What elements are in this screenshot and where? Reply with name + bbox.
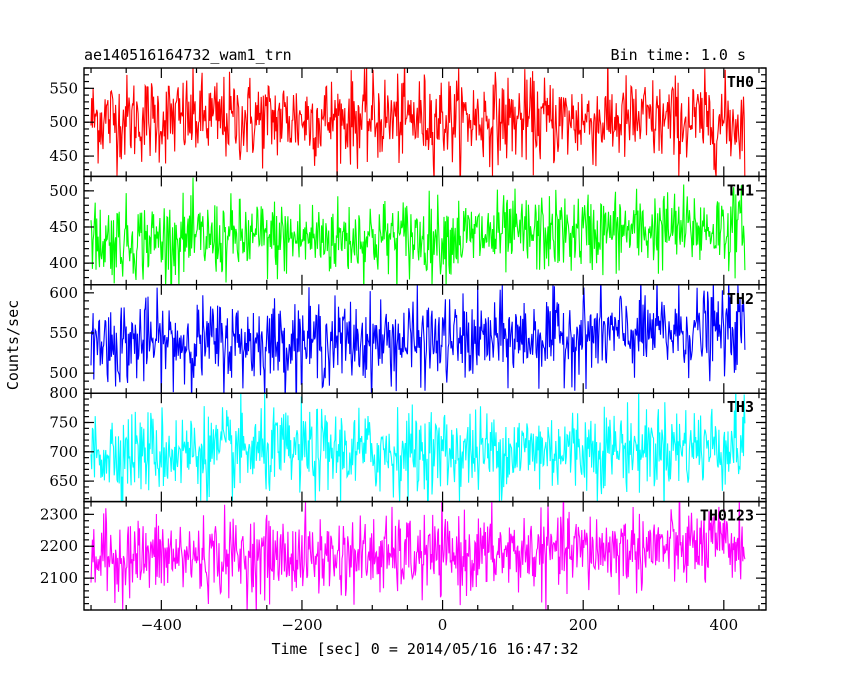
panel-label-th2: TH2 xyxy=(727,290,754,308)
x-tick-label: 0 xyxy=(438,616,448,634)
y-tick-label: 800 xyxy=(49,384,78,402)
y-tick-label: 600 xyxy=(49,284,78,302)
y-tick-label: 550 xyxy=(49,324,78,342)
panel-label-th0: TH0 xyxy=(727,73,754,91)
panel-label-th0123: TH0123 xyxy=(700,507,754,525)
y-tick-label: 650 xyxy=(49,472,78,490)
y-tick-label: 450 xyxy=(49,218,78,236)
bin-time-label: Bin time: 1.0 s xyxy=(611,46,746,64)
panel-frame-th0123 xyxy=(83,500,767,611)
y-tick-label: 500 xyxy=(49,182,78,200)
series-th0123 xyxy=(90,501,746,611)
panel-label-th1: TH1 xyxy=(727,181,754,199)
panel-label-th3: TH3 xyxy=(727,398,754,416)
series-th3 xyxy=(90,393,746,502)
y-tick-label: 2300 xyxy=(40,505,78,523)
x-axis-label: Time [sec] 0 = 2014/05/16 16:47:32 xyxy=(271,640,578,658)
panels: TH0 450 500 550 TH1 400 450 500 TH2 500 550 600 TH3 6… xyxy=(40,67,767,634)
x-tick-label: 400 xyxy=(709,616,738,634)
x-tick-label: −400 xyxy=(141,616,182,634)
y-tick-label: 450 xyxy=(49,147,78,165)
x-tick-label: 200 xyxy=(569,616,598,634)
y-tick-label: 2200 xyxy=(40,537,78,555)
x-tick-label: −200 xyxy=(281,616,322,634)
y-tick-label: 500 xyxy=(49,113,78,131)
panel-frame-th1 xyxy=(83,175,767,286)
y-tick-label: 700 xyxy=(49,443,78,461)
series-th1 xyxy=(90,177,746,285)
chart-title: ae140516164732_wam1_trn xyxy=(84,46,292,64)
series-th2 xyxy=(90,284,746,394)
y-tick-label: 2100 xyxy=(40,569,78,587)
y-axis-label: Counts/sec xyxy=(4,300,22,390)
y-tick-label: 400 xyxy=(49,254,78,272)
y-tick-label: 750 xyxy=(49,413,78,431)
y-tick-label: 500 xyxy=(49,364,78,382)
y-tick-label: 550 xyxy=(49,79,78,97)
series-th0 xyxy=(90,68,746,177)
